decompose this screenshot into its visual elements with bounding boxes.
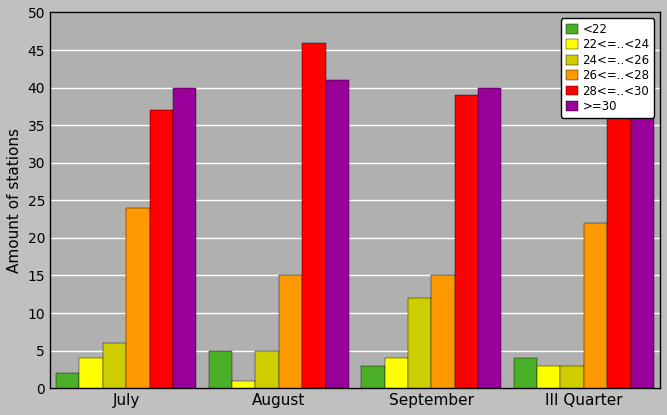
Bar <box>279 276 302 388</box>
Bar <box>630 110 654 388</box>
Legend: <22, 22<=..<24, 24<=..<26, 26<=..<28, 28<=..<30, >=30: <22, 22<=..<24, 24<=..<26, 26<=..<28, 28… <box>561 18 654 117</box>
Bar <box>408 298 432 388</box>
Bar <box>255 351 279 388</box>
Bar <box>432 276 455 388</box>
Bar <box>103 343 126 388</box>
Bar <box>537 366 560 388</box>
Bar <box>173 88 196 388</box>
Bar <box>384 358 408 388</box>
Bar <box>302 42 325 388</box>
Bar <box>478 88 502 388</box>
Bar <box>361 366 384 388</box>
Bar <box>209 351 232 388</box>
Bar <box>232 381 255 388</box>
Bar <box>607 58 630 388</box>
Bar <box>584 223 607 388</box>
Bar <box>325 80 349 388</box>
Y-axis label: Amount of stations: Amount of stations <box>7 128 22 273</box>
Bar <box>455 95 478 388</box>
Bar <box>79 358 103 388</box>
Bar <box>149 110 173 388</box>
Bar <box>560 366 584 388</box>
Bar <box>56 373 79 388</box>
Bar <box>126 208 149 388</box>
Bar <box>514 358 537 388</box>
